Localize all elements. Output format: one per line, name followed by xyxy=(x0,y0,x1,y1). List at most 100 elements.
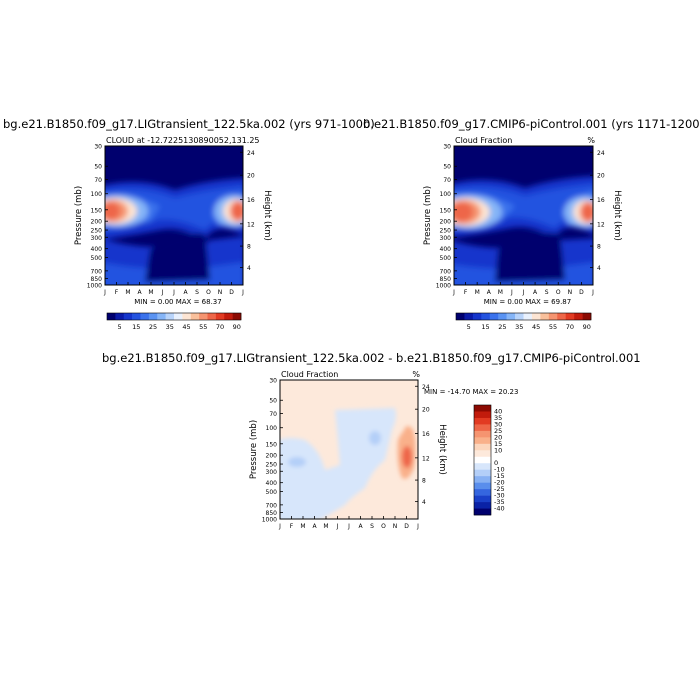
y-tick-label: 30 xyxy=(269,378,277,385)
colorbar-label: 15 xyxy=(494,440,502,448)
colorbar-label: 5 xyxy=(117,323,121,331)
colorbar-swatch xyxy=(182,313,192,320)
x-tick-label: J xyxy=(278,523,281,530)
x-tick-label: O xyxy=(381,523,386,530)
axes-panel-c: Cloud Fraction %J F M A M J J A S O N D J305070100150… xyxy=(249,370,518,530)
y-tick-label: 500 xyxy=(440,255,452,262)
x-tick-label: M xyxy=(300,523,305,530)
x-tick-label: N xyxy=(393,523,398,530)
colorbar-swatch xyxy=(474,424,491,432)
y-right-tick-label: 12 xyxy=(422,455,430,462)
y-tick-label: 100 xyxy=(91,191,103,198)
colorbar-label: -20 xyxy=(494,479,505,487)
y-tick-label: 250 xyxy=(440,228,452,235)
y-tick-label: 1000 xyxy=(87,283,102,290)
y-tick-label: 500 xyxy=(266,489,278,496)
x-tick-label: J xyxy=(591,289,594,296)
x-tick-label: F xyxy=(290,523,294,530)
y-tick-label: 850 xyxy=(91,276,103,283)
y-tick-label: 70 xyxy=(94,177,102,184)
axes-panel-b: Cloud Fraction %J F M A M J J A S O N D J305070100150… xyxy=(423,136,622,331)
colorbar-swatch xyxy=(474,508,491,516)
y-tick-label: 1000 xyxy=(436,283,451,290)
colorbar-label: 30 xyxy=(494,420,502,428)
colorbar-swatch xyxy=(132,313,141,320)
colorbar-label: 55 xyxy=(549,323,557,331)
panel-c-title: bg.e21.B1850.f09_g17.LIGtransient_122.5k… xyxy=(102,351,641,365)
y-tick-label: 850 xyxy=(266,510,278,517)
x-tick-label: F xyxy=(464,289,468,296)
colorbar-swatch xyxy=(215,313,225,320)
chart-subtitle: Cloud Fraction xyxy=(281,370,338,379)
x-tick-label: M xyxy=(498,289,503,296)
y-tick-label: 50 xyxy=(269,398,277,405)
min-max-stats: MIN = 0.00 MAX = 68.37 xyxy=(134,298,221,306)
y-right-tick-label: 12 xyxy=(597,221,605,228)
colorbar-swatch xyxy=(474,456,491,464)
y-right-tick-label: 8 xyxy=(597,244,601,251)
y-right-axis-label: Height (km) xyxy=(612,190,622,241)
y-axis-label: Pressure (mb) xyxy=(249,420,259,479)
colorbar-swatch xyxy=(474,437,491,445)
y-tick-label: 400 xyxy=(440,246,452,253)
colorbar-frame xyxy=(473,404,492,516)
x-tick-label: J xyxy=(522,289,525,296)
colorbar-label: 55 xyxy=(199,323,207,331)
y-tick-label: 50 xyxy=(94,164,102,171)
x-tick-label: N xyxy=(218,289,223,296)
x-tick-label: D xyxy=(579,289,584,296)
colorbar-frame xyxy=(455,312,592,321)
colorbar-swatch xyxy=(107,313,116,320)
colorbar-swatch xyxy=(540,313,550,320)
y-tick-label: 250 xyxy=(91,228,103,235)
y-tick-label: 700 xyxy=(266,502,278,509)
colorbar-swatch xyxy=(515,313,524,320)
colorbar-swatch xyxy=(474,469,491,477)
x-tick-label: O xyxy=(206,289,211,296)
colorbar-label: 90 xyxy=(233,323,241,331)
colorbar-label: -30 xyxy=(494,492,505,500)
x-tick-label: J xyxy=(452,289,455,296)
y-tick-label: 300 xyxy=(440,235,452,242)
y-tick-label: 150 xyxy=(440,207,452,214)
chart-subtitle: CLOUD at -12.7225130890052,131.25 xyxy=(106,136,260,145)
colorbar-label: -40 xyxy=(494,505,505,513)
x-tick-label: S xyxy=(195,289,199,296)
panel-b-title: b.e21.B1850.f09_g17.CMIP6-piControl.001 … xyxy=(363,117,700,131)
colorbar-swatch xyxy=(474,482,491,490)
colorbar-swatch xyxy=(523,313,533,320)
x-tick-label: A xyxy=(358,523,363,530)
colorbar-swatch xyxy=(506,313,516,320)
colorbar-swatch xyxy=(148,313,158,320)
colorbar-swatch xyxy=(474,443,491,451)
x-tick-label: O xyxy=(556,289,561,296)
colorbar-swatch xyxy=(199,313,208,320)
colorbar-label: 5 xyxy=(467,323,471,331)
colorbar-swatch xyxy=(582,313,592,320)
colorbar-label: -15 xyxy=(494,472,505,480)
colorbar-swatch xyxy=(481,313,491,320)
colorbar-swatch xyxy=(207,313,217,320)
colorbar-swatch xyxy=(474,495,491,503)
colorbar-swatch xyxy=(474,411,491,419)
x-tick-label: J xyxy=(336,523,339,530)
y-tick-label: 250 xyxy=(266,462,278,469)
panel-a-title: bg.e21.B1850.f09_g17.LIGtransient_122.5k… xyxy=(3,117,375,131)
colorbar-label: -35 xyxy=(494,498,505,506)
y-right-tick-label: 16 xyxy=(247,197,255,204)
min-max-stats: MIN = -14.70 MAX = 20.23 xyxy=(424,388,518,396)
y-tick-label: 700 xyxy=(440,268,452,275)
colorbar-label: 35 xyxy=(494,414,502,422)
y-right-axis-label: Height (km) xyxy=(437,424,447,475)
x-tick-label: J xyxy=(161,289,164,296)
y-tick-label: 300 xyxy=(91,235,103,242)
colorbar-swatch xyxy=(224,313,233,320)
colorbar-label: 20 xyxy=(494,433,502,441)
x-tick-label: M xyxy=(148,289,153,296)
y-tick-label: 100 xyxy=(266,425,278,432)
x-tick-label: J xyxy=(172,289,175,296)
colorbar-swatch xyxy=(232,313,242,320)
y-right-tick-label: 24 xyxy=(422,384,430,391)
